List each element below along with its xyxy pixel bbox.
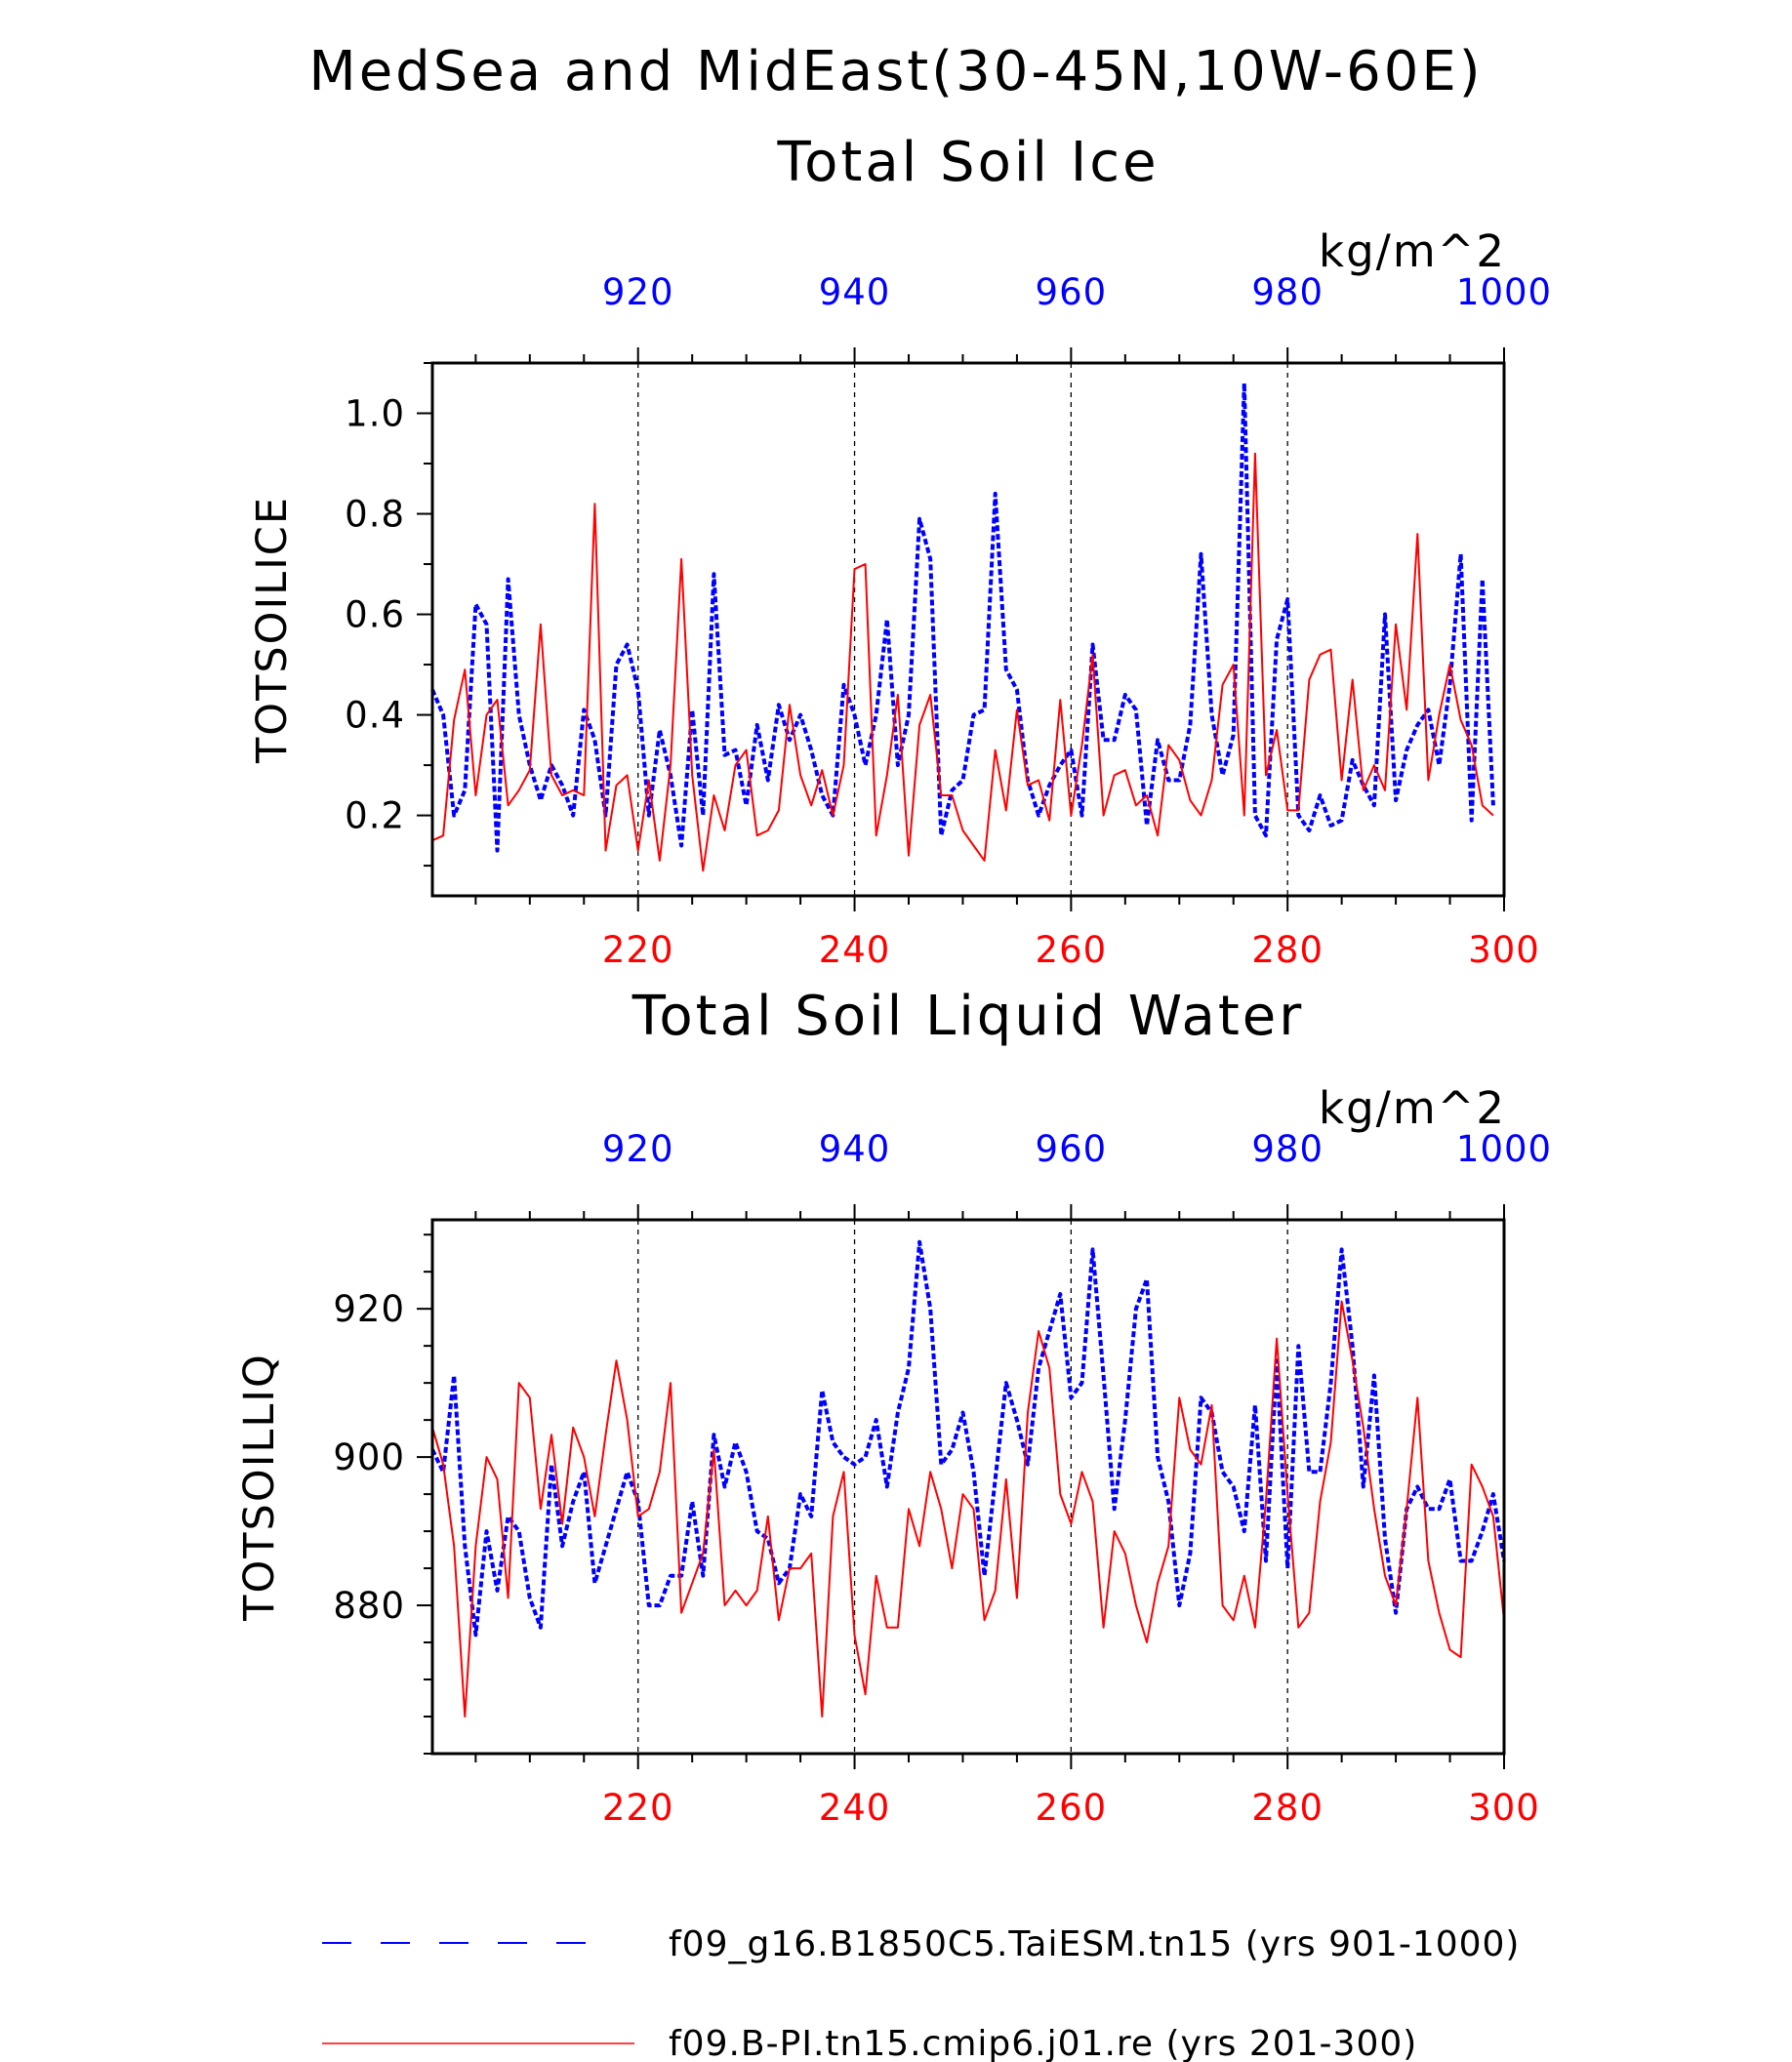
x-tick-label-top: 1000: [1456, 1128, 1552, 1170]
legend-entry-series-b: f09.B-PI.tn15.cmip6.j01.re (yrs 201-300): [322, 2024, 1417, 2062]
legend-label: f09_g16.B1850C5.TaiESM.tn15 (yrs 901-100…: [669, 1924, 1520, 1964]
y-tick-label: 0.4: [345, 695, 405, 737]
panel-total-soil-ice: Total Soil Ice 220 240 260 280 300 920 940 960 9…: [248, 131, 1552, 971]
x-tick-label-bottom: 300: [1468, 1787, 1540, 1829]
x-tick-label-top: 1000: [1456, 271, 1552, 313]
x-tick-label-top: 980: [1251, 271, 1324, 313]
panel-title: Total Soil Liquid Water: [631, 985, 1305, 1048]
series-line-dashed: [430, 381, 1495, 853]
x-tick-label-bottom: 300: [1468, 929, 1540, 971]
figure-title: MedSea and MidEast(30-45N,10W-60E): [308, 40, 1483, 103]
x-tick-label-bottom: 220: [602, 929, 674, 971]
panel-total-soil-liquid-water: Total Soil Liquid Water 220 240 260 280 300 9…: [235, 985, 1552, 1829]
x-tick-label-top: 960: [1036, 1128, 1108, 1170]
series-line-dashed: [430, 1239, 1506, 1637]
x-tick-label-bottom: 260: [1036, 929, 1108, 971]
x-tick-label-bottom: 280: [1251, 1787, 1324, 1829]
y-tick-label: 1.0: [345, 393, 405, 435]
x-tick-label-top: 940: [819, 271, 891, 313]
x-tick-label-bottom: 240: [819, 929, 891, 971]
x-tick-label-bottom: 260: [1036, 1787, 1108, 1829]
series-line-solid: [431, 452, 1494, 872]
x-tick-label-bottom: 220: [602, 1787, 674, 1829]
x-tick-label-top: 920: [602, 271, 674, 313]
y-tick-label: 920: [333, 1288, 405, 1330]
y-tick-label: 0.6: [345, 594, 405, 636]
units-label: kg/m^2: [1319, 225, 1506, 277]
y-axis-label: TOTSOILLIQ: [235, 1353, 284, 1622]
x-tick-label-bottom: 280: [1251, 929, 1324, 971]
x-tick-label-bottom: 240: [819, 1787, 891, 1829]
y-tick-label: 900: [333, 1436, 405, 1478]
legend-label: f09.B-PI.tn15.cmip6.j01.re (yrs 201-300): [669, 2024, 1417, 2062]
legend-entry-series-a: f09_g16.B1850C5.TaiESM.tn15 (yrs 901-100…: [322, 1924, 1520, 1964]
plot-frame: [430, 361, 1506, 898]
plot-frame: [430, 1218, 1506, 1756]
y-tick-label: 0.8: [345, 494, 405, 536]
legend: f09_g16.B1850C5.TaiESM.tn15 (yrs 901-100…: [322, 1924, 1520, 2062]
x-tick-label-top: 920: [602, 1128, 674, 1170]
x-tick-label-top: 960: [1036, 271, 1108, 313]
y-axis-label: TOTSOILICE: [248, 496, 297, 764]
y-tick-label: 0.2: [345, 795, 405, 837]
y-tick-label: 880: [333, 1585, 405, 1627]
x-tick-label-top: 940: [819, 1128, 891, 1170]
panel-title: Total Soil Ice: [776, 131, 1159, 194]
x-tick-label-top: 980: [1251, 1128, 1324, 1170]
units-label: kg/m^2: [1319, 1082, 1506, 1134]
series-line-solid: [431, 1300, 1505, 1718]
